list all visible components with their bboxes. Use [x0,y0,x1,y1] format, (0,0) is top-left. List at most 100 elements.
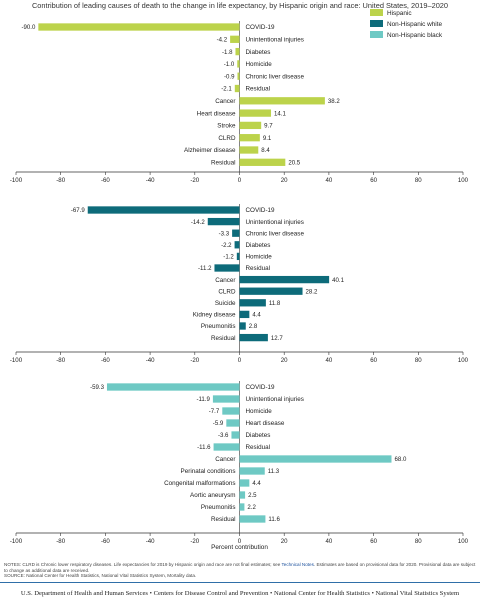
x-tick-label: -80 [56,357,65,364]
x-tick-label: -100 [10,177,23,184]
bar-value-label: 68.0 [394,456,406,463]
bar [239,515,266,523]
bar-value-label: -90.0 [21,24,36,31]
bar-value-label: 11.8 [269,300,281,307]
category-label: Aortic aneurysm [190,492,236,499]
category-label: COVID-19 [246,207,276,214]
bar [239,134,260,142]
bar-value-label: -11.9 [196,396,210,403]
bar [226,419,240,427]
bar [106,383,240,391]
category-label: Residual [211,335,236,342]
bar [239,455,392,463]
category-label: Diabetes [246,242,271,249]
category-label: Homicide [246,61,273,68]
bar-value-label: 28.2 [306,288,318,295]
x-tick-label: -100 [10,538,23,545]
x-tick-label: 60 [370,357,377,364]
chart-panel-2 [15,204,464,355]
x-tick-label: -20 [190,177,199,184]
bar-value-label: -1.2 [223,254,234,261]
category-label: Pneumonitis [201,504,236,511]
notes-text: NOTES: CLRD is Chronic lower respiratory… [4,562,282,567]
x-tick-label: -20 [190,357,199,364]
bar [235,47,240,56]
category-label: Stroke [217,123,236,130]
bar [239,310,250,319]
x-tick-label: -40 [146,357,155,364]
category-label: Cancer [215,456,235,463]
legend [370,9,383,38]
category-label: Heart disease [197,110,236,117]
bar-value-label: -2.1 [221,86,232,93]
chart-notes: NOTES: CLRD is Chronic lower respiratory… [4,562,476,579]
bar [231,431,240,439]
bar-value-label: 8.4 [261,147,270,154]
x-tick-label: -80 [56,177,65,184]
x-tick-label: 20 [281,357,288,364]
legend-swatch [370,20,383,27]
bar [239,287,303,295]
category-label: Kidney disease [193,312,236,319]
category-label: Suicide [215,300,236,307]
bar [239,97,325,105]
bar [237,72,240,80]
x-tick-label: 0 [238,538,242,545]
bar-value-label: 11.6 [268,516,280,523]
category-label: Alzheimer disease [184,147,236,154]
bar [239,275,330,284]
x-tick-label: 100 [458,357,469,364]
bar-value-label: -1.0 [224,61,235,68]
x-tick-label: 80 [415,538,422,545]
category-label: Diabetes [246,432,271,439]
bar [230,35,240,43]
category-label: Residual [246,444,271,451]
bar [239,503,245,511]
category-label: Pneumonitis [201,323,236,330]
technical-notes-link[interactable]: Technical Notes [281,562,314,567]
category-label: Residual [211,516,236,523]
bar-value-label: -11.6 [197,444,211,451]
bar [212,395,240,403]
chart-title: Contribution of leading causes of death … [31,1,449,10]
bar-value-label: -7.7 [209,408,220,415]
category-label: Perinatal conditions [181,468,236,475]
category-label: Homicide [246,254,273,261]
bar [222,407,240,415]
bar [239,299,266,307]
bar-value-label: 11.3 [268,468,280,475]
bar [232,229,240,237]
bar-value-label: 38.2 [328,98,340,105]
x-tick-label: -80 [56,538,65,545]
x-tick-label: 100 [458,538,469,545]
category-label: Unintentional injuries [246,37,304,44]
legend-label: Non-Hispanic white [387,21,442,28]
x-tick-label: -60 [101,177,110,184]
notes-text-cont: . Estimates are based on provisional dat… [4,562,476,573]
x-tick-label: -100 [10,357,23,364]
category-label: Diabetes [246,49,271,56]
chart-panel-3 [15,381,464,536]
x-tick-label: 40 [326,538,333,545]
category-label: Homicide [246,408,273,415]
x-tick-label: 80 [415,177,422,184]
category-label: Residual [211,160,236,167]
bar-value-label: 40.1 [332,277,344,284]
bar [38,23,240,31]
bar [237,60,240,68]
bar-value-label: -3.3 [219,230,230,237]
x-tick-label: 60 [370,538,377,545]
bar-value-label: 4.4 [252,480,261,487]
bar-value-label: 20.5 [288,160,300,167]
bar-value-label: 2.5 [248,492,257,499]
bar-value-label: -67.9 [71,207,86,214]
chart-canvas: -90.0 COVID-19 -4.2 Unintentional injuries -… [10,9,469,551]
bar [239,479,250,487]
category-label: Congenital malformations [164,480,235,487]
bar-value-label: 14.1 [274,110,286,117]
category-label: Cancer [215,277,235,284]
x-tick-label: -60 [101,357,110,364]
bar [87,206,240,214]
bar-value-label: 9.1 [263,135,272,142]
x-tick-label: -40 [146,177,155,184]
